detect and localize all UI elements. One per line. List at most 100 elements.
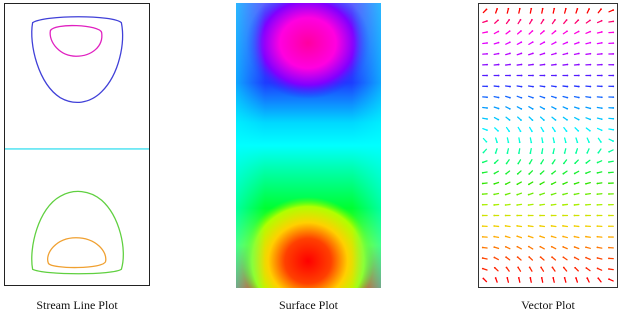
vector-arrow-head bbox=[516, 225, 519, 227]
vector-arrow-head bbox=[577, 41, 580, 44]
vector-arrow-head bbox=[532, 74, 534, 77]
vector-arrow-head bbox=[519, 18, 522, 21]
vector-arrow-head bbox=[566, 52, 569, 55]
vector-arrow-head bbox=[550, 214, 553, 217]
vector-arrow-head bbox=[509, 74, 511, 77]
vector-arrow-head bbox=[496, 7, 499, 10]
vector-arrow-head bbox=[596, 267, 599, 270]
vector-arrow-head bbox=[507, 7, 510, 10]
vector-arrow-head bbox=[588, 8, 590, 10]
vector-arrow-head bbox=[576, 141, 579, 144]
vector-arrow-head bbox=[600, 74, 603, 77]
vector-arrow-head bbox=[481, 214, 484, 217]
surface-plot-caption: Surface Plot bbox=[279, 298, 338, 312]
vector-arrow-head bbox=[531, 30, 534, 32]
vector-arrow-head bbox=[600, 96, 603, 99]
vector-arrow-head bbox=[566, 30, 568, 33]
vector-arrow-head bbox=[612, 31, 615, 34]
vector-arrow-head bbox=[517, 162, 520, 165]
vector-arrow-head bbox=[516, 235, 519, 238]
vector-arrow-head bbox=[530, 7, 533, 10]
vector-arrow-head bbox=[600, 31, 603, 33]
vector-arrow-head bbox=[612, 128, 615, 131]
vector-arrow-head bbox=[573, 172, 576, 175]
vector-arrow-head bbox=[505, 266, 508, 269]
vector-arrow-head bbox=[520, 108, 523, 110]
vector-arrow-head bbox=[527, 214, 530, 217]
vector-arrow-head bbox=[596, 214, 599, 217]
vector-arrow-head bbox=[600, 118, 603, 120]
vector-arrow-head bbox=[516, 173, 519, 175]
vector-arrow-head bbox=[527, 204, 530, 206]
vector-arrow-head bbox=[596, 246, 599, 249]
vector-arrow-head bbox=[504, 235, 507, 238]
vector-arrow-head bbox=[589, 85, 592, 88]
vector-arrow-head bbox=[586, 277, 589, 279]
vector-arrow-head bbox=[566, 96, 569, 99]
vector-arrow-head bbox=[520, 96, 523, 99]
vector-arrow-head bbox=[589, 19, 591, 22]
vector-arrow-head bbox=[520, 41, 523, 44]
vector-arrow-head bbox=[585, 256, 587, 259]
vector-arrow-head bbox=[486, 85, 488, 88]
surface-plot bbox=[236, 3, 381, 288]
vector-arrow-head bbox=[543, 108, 546, 110]
vector-arrow-head bbox=[530, 141, 533, 144]
vector-arrow-head bbox=[597, 277, 600, 280]
vector-arrow-head bbox=[486, 20, 488, 22]
vector-arrow-head bbox=[504, 225, 507, 227]
vector-arrow-head bbox=[562, 235, 564, 238]
stream-line-plot bbox=[4, 3, 150, 286]
vector-arrow-head bbox=[597, 151, 600, 154]
vector-arrow-head bbox=[573, 214, 576, 217]
vector-arrow-head bbox=[577, 63, 580, 66]
vector-arrow-head bbox=[562, 266, 565, 269]
vector-arrow-head bbox=[541, 141, 544, 144]
vector-arrow-head bbox=[551, 162, 554, 165]
vector-field-svg bbox=[481, 7, 615, 283]
vector-arrow-head bbox=[543, 52, 546, 55]
vector-arrow-head bbox=[506, 152, 509, 154]
vector-arrow-head bbox=[504, 214, 507, 217]
vector-arrow-head bbox=[565, 19, 568, 21]
vector-arrow-head bbox=[528, 162, 531, 165]
vector-arrow-head bbox=[520, 85, 523, 88]
vector-arrow-head bbox=[576, 7, 579, 10]
vector-arrow-head bbox=[589, 107, 592, 110]
vector-arrow-head bbox=[508, 30, 511, 33]
vector-arrow-head bbox=[497, 96, 500, 99]
vector-arrow-head bbox=[497, 74, 500, 77]
vector-arrow-head bbox=[612, 9, 615, 11]
vector-arrow-head bbox=[608, 193, 610, 195]
vector-arrow-head bbox=[562, 204, 564, 206]
vector-arrow-head bbox=[612, 53, 615, 55]
vector-arrow-head bbox=[612, 107, 615, 109]
vector-arrow-head bbox=[532, 63, 534, 66]
vector-arrow-head bbox=[509, 52, 511, 55]
vector-arrow-head bbox=[531, 18, 533, 21]
vector-arrow-head bbox=[482, 277, 485, 280]
vector-arrow-head bbox=[577, 107, 580, 110]
vector-arrow-head bbox=[482, 151, 485, 154]
vector-arrow-head bbox=[577, 52, 580, 55]
vector-arrow-head bbox=[586, 152, 589, 154]
vector-arrow-head bbox=[539, 235, 542, 238]
vector-arrow-head bbox=[506, 276, 509, 279]
vector-arrow-head bbox=[554, 52, 557, 55]
vector-arrow-head bbox=[494, 152, 497, 154]
vector-arrow-head bbox=[600, 8, 602, 11]
vector-arrow-head bbox=[562, 225, 564, 227]
vector-arrow-head bbox=[540, 276, 543, 279]
vector-arrow-head bbox=[486, 63, 488, 66]
vector-arrow-head bbox=[596, 257, 599, 259]
vector-arrow-head bbox=[562, 172, 565, 175]
vector-arrow-head bbox=[539, 183, 542, 186]
vector-arrow-head bbox=[566, 74, 569, 77]
vector-arrow-head bbox=[497, 30, 500, 33]
vector-arrow-head bbox=[539, 214, 541, 217]
vector-arrow-head bbox=[509, 63, 511, 66]
vector-arrow-head bbox=[543, 96, 546, 99]
vector-arrow-head bbox=[585, 235, 587, 238]
vector-arrow-head bbox=[528, 256, 531, 258]
vector-arrow-head bbox=[563, 152, 566, 154]
